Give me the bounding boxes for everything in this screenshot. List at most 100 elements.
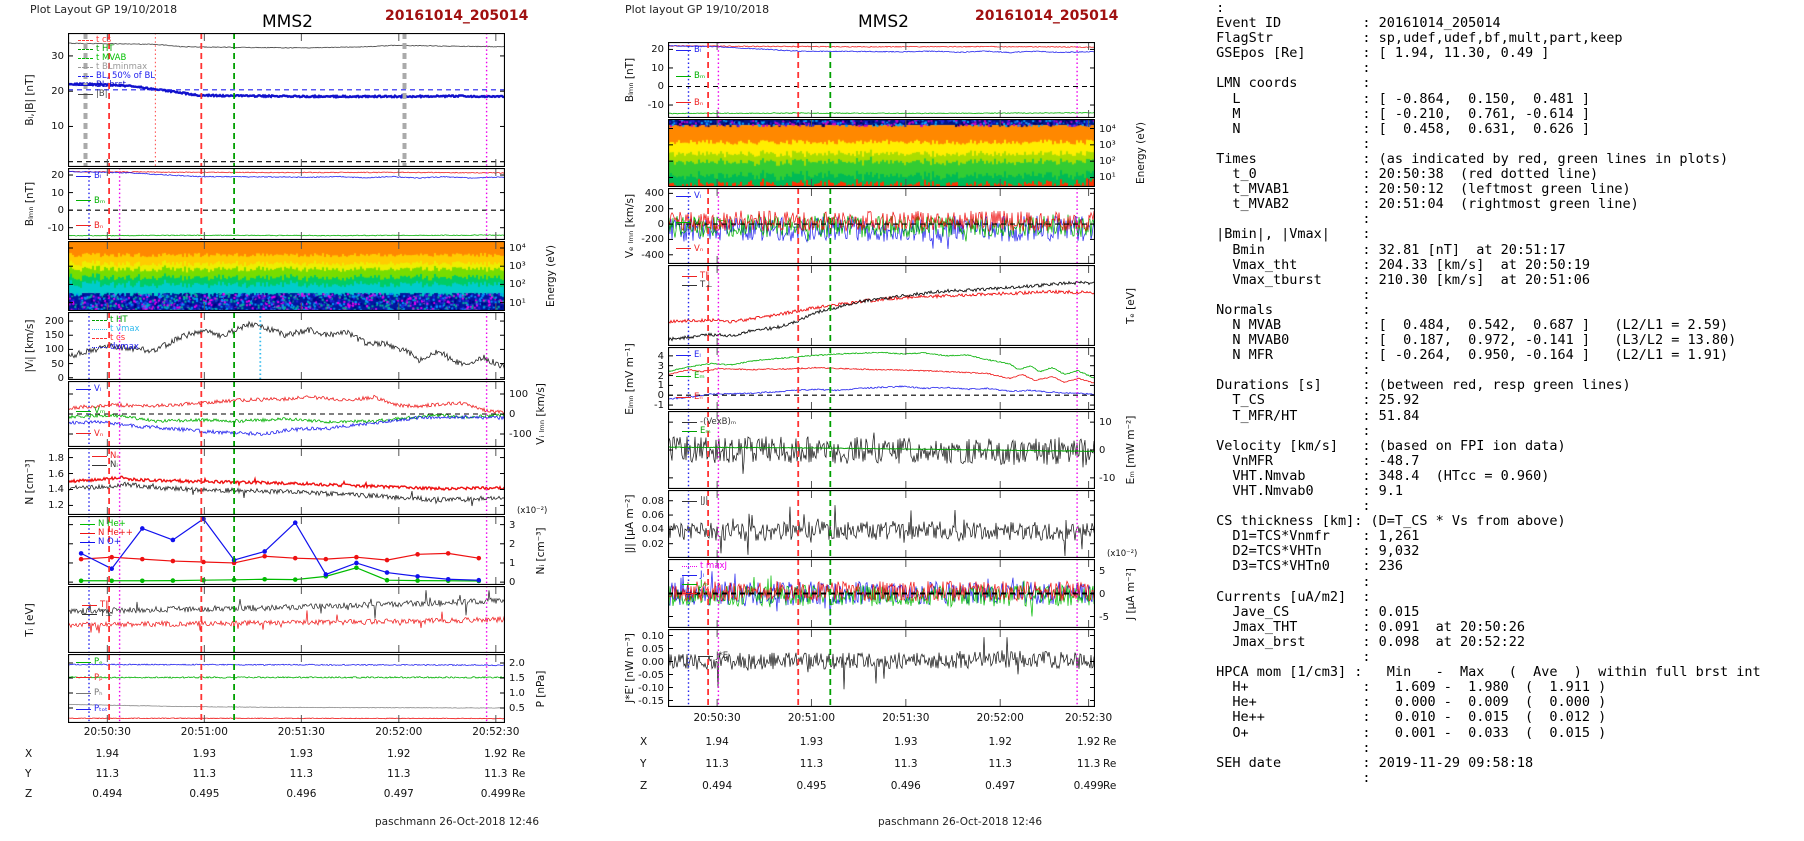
legend-line-sample [682, 500, 697, 502]
legend-line-sample [676, 49, 691, 51]
panel-electron-energy-spectrogram [668, 119, 1095, 187]
legend-item: Bₗ [676, 45, 701, 55]
legend-label: t vmax [110, 324, 140, 334]
legend-item: Bₙ [676, 98, 703, 108]
y-axis-tick-label: 0 [657, 81, 664, 93]
legend-label: Bₙ [94, 220, 104, 231]
legend-label: Pₜₒₜ [94, 704, 108, 715]
y-axis-tick-label: 0.08 [641, 495, 664, 507]
ephemeris-value: 1.94 [705, 736, 729, 748]
y-axis-tick-label: 10⁴ [509, 243, 526, 254]
legend-line-sample [76, 175, 91, 177]
legend-item: N O+ [80, 537, 121, 547]
legend-label: Bₘ [694, 71, 706, 82]
legend-item: Jₘ [682, 579, 708, 589]
legend-line-sample [676, 221, 691, 223]
legend-line-sample [92, 455, 107, 457]
legend-line-sample [676, 248, 691, 250]
ephemeris-unit: Re [1103, 780, 1117, 792]
y-axis-tick-label: 0 [509, 409, 516, 420]
y-axis-tick-label: 3 [509, 519, 516, 531]
legend-label: Nₑ [110, 451, 120, 461]
ephemeris-value: 1.93 [192, 748, 217, 760]
y-axis-tick-label: 10³ [1099, 139, 1116, 151]
legend-item: Vₘ [76, 406, 105, 416]
legend-line-sample [80, 523, 95, 525]
y-axis-tick-label: -0.15 [638, 695, 664, 707]
ephemeris-value: 0.496 [890, 780, 921, 792]
ephemeris-value: 0.495 [796, 780, 827, 792]
legend-line-sample [78, 75, 93, 77]
legend-label: Vₘ [94, 406, 106, 417]
legend-label: BL brst [96, 80, 126, 90]
legend-line-sample [682, 574, 697, 576]
legend-item: dvmax [92, 342, 139, 352]
legend-item: Bₘ [76, 196, 105, 206]
legend-line-sample [676, 75, 691, 77]
panel-joule-dissipation [668, 629, 1095, 707]
y-axis-tick-label: -1 [654, 400, 664, 412]
legend-label: N O+ [98, 537, 121, 547]
y-axis-tick-label: 1.5 [509, 673, 525, 684]
legend-label: Jₘ [700, 579, 708, 589]
y-axis-tick-label: -10 [1099, 472, 1116, 484]
legend-label: -(VexB)ₘ [700, 417, 737, 427]
panel-e-lmn [668, 347, 1095, 410]
legend-item: |J| [682, 496, 708, 506]
ephemeris-row-label: X [25, 748, 33, 760]
legend-label: N He+ [98, 519, 126, 529]
legend-item: Pₚ [76, 673, 103, 683]
y-axis-tick-label: 10 [1099, 417, 1112, 429]
legend-line-sample [92, 464, 107, 466]
legend-label: Jₙ [700, 588, 706, 598]
footer-credit-left: paschmann 26-Oct-2018 12:46 [375, 816, 540, 828]
panel-ion-temperature [68, 586, 505, 653]
legend-item: J*E [698, 651, 728, 661]
y-axis-label: Energy (eV) [1135, 122, 1147, 184]
legend-line-sample [76, 692, 91, 694]
legend-item: Eₘ [682, 426, 711, 436]
y-axis-tick-label: 10¹ [509, 297, 526, 309]
legend-item: |B| [78, 89, 108, 99]
ephemeris-value: 0.495 [189, 788, 220, 800]
y-axis-tick-label: 4 [657, 350, 664, 362]
panel-electron-temperature [668, 265, 1095, 346]
legend-label: dvmax [110, 342, 139, 352]
y-axis-tick-label: 20 [651, 44, 664, 56]
panel-density-plot [68, 448, 505, 515]
panel-vi-lmn [68, 381, 505, 447]
panel-ion-energy-spectrogram-plot [68, 241, 505, 311]
legend-item: t maxJ [682, 561, 727, 571]
legend-item: Vₘ [676, 217, 705, 227]
y-axis-tick-label: 100 [44, 344, 64, 356]
ephemeris-value: 1.93 [289, 748, 314, 760]
footer-credit-middle: paschmann 26-Oct-2018 12:46 [878, 816, 1043, 828]
ephemeris-value: 0.494 [92, 788, 123, 800]
ephemeris-value: 1.92 [1076, 736, 1101, 748]
ephemeris-value: 11.3 [988, 758, 1012, 770]
y-axis-tick-label: 20 [51, 170, 64, 182]
y-axis-tick-label: 50 [51, 358, 64, 370]
legend-item: Vₙ [676, 244, 703, 254]
legend-line-sample [76, 433, 91, 435]
legend-label: t cs [96, 35, 112, 45]
legend-item: Pₕ [76, 688, 103, 698]
legend-label: T∥ [700, 271, 710, 281]
y-axis-tick-label: 0.10 [641, 630, 664, 642]
y-axis-tick-label: 150 [44, 330, 64, 342]
event-info-panel: : Event ID : 20161014_205014 FlagStr : s… [1208, 0, 1761, 786]
y-axis-tick-label: 200 [44, 316, 64, 328]
legend-label: Pₕ [94, 688, 103, 699]
y-axis-tick-label: 20 [51, 86, 64, 98]
time-axis-label: 20:52:30 [472, 726, 520, 738]
panel-ve-lmn-plot [668, 188, 1095, 264]
y-axis-tick-label: 0.04 [641, 524, 664, 536]
ephemeris-row-label: Y [25, 768, 32, 780]
time-axis-label: 20:50:30 [83, 726, 131, 738]
ephemeris-row-label: Y [640, 758, 647, 770]
y-axis-tick-label: -400 [641, 249, 664, 261]
panel-minor-ion-density [68, 516, 505, 585]
y-axis-tick-label: 1.8 [48, 452, 64, 464]
legend-item: Jₗ [682, 570, 704, 580]
